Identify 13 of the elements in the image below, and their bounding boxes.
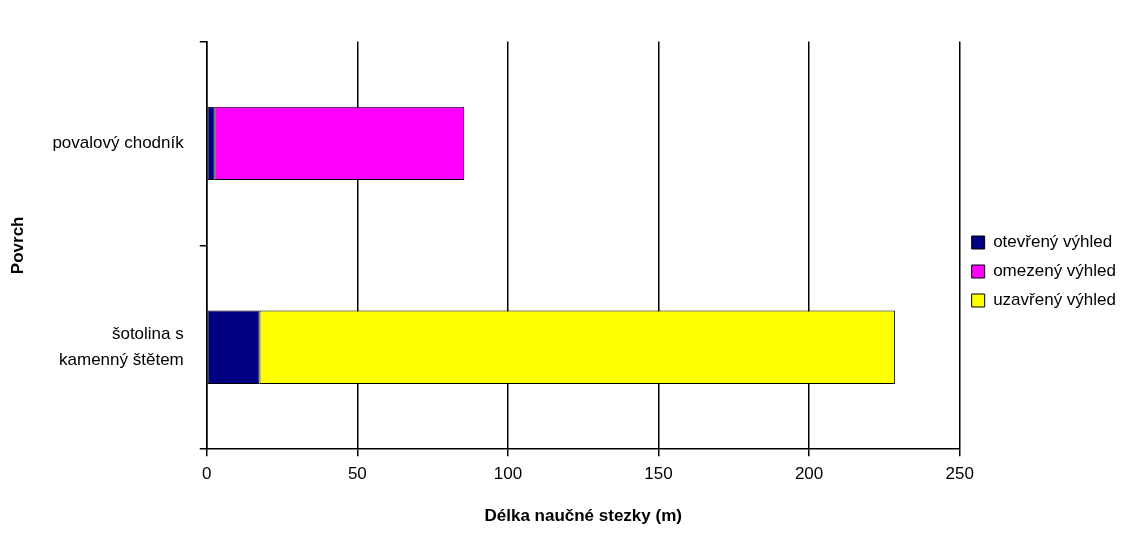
legend-label: omezený výhled bbox=[993, 261, 1116, 281]
x-axis-title: Délka naučné stezky (m) bbox=[484, 506, 682, 526]
y-tick-label: povalový chodník bbox=[52, 133, 185, 153]
y-tick-label: šotolina s kamenný štětem bbox=[59, 324, 184, 369]
legend-label: otevřený výhled bbox=[993, 232, 1113, 252]
x-tick-label: 0 bbox=[202, 464, 212, 484]
x-tick-label: 100 bbox=[493, 464, 523, 484]
legend-label: uzavřený výhled bbox=[993, 290, 1116, 310]
x-tick-label: 200 bbox=[794, 464, 824, 484]
x-tick-label: 50 bbox=[347, 464, 367, 484]
x-tick-label: 150 bbox=[644, 464, 673, 484]
y-axis-title: Povrch bbox=[7, 216, 27, 275]
x-tick-label: 250 bbox=[945, 464, 974, 484]
